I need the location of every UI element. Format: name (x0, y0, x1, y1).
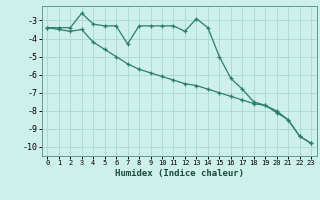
X-axis label: Humidex (Indice chaleur): Humidex (Indice chaleur) (115, 169, 244, 178)
